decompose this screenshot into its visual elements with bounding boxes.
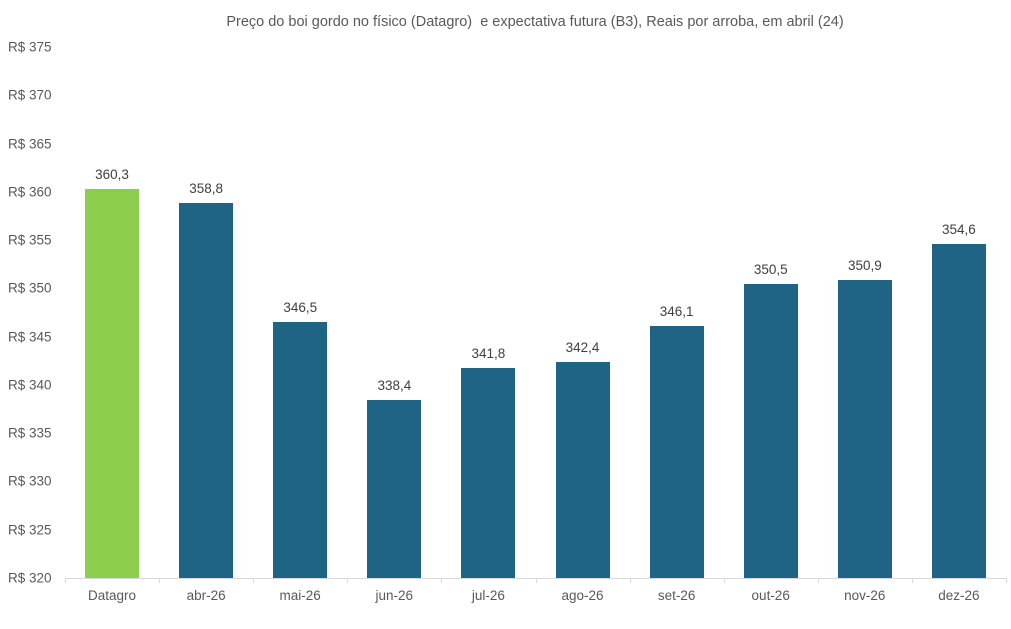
y-tick-label: R$ 370 (8, 87, 52, 103)
x-axis-tick-mark (1006, 578, 1007, 583)
y-tick-label: R$ 340 (8, 377, 52, 393)
bar-value-label: 358,8 (189, 181, 224, 197)
bar-dez-26 (931, 243, 986, 578)
x-tick-label: nov-26 (844, 588, 886, 603)
bar-abr-26 (179, 203, 234, 578)
x-tick-label: dez-26 (938, 588, 980, 603)
bar-value-label: 341,8 (471, 345, 506, 361)
bar-nov-26 (837, 279, 892, 578)
y-tick-label: R$ 325 (8, 522, 52, 538)
x-tick-label: jul-26 (471, 588, 505, 603)
x-axis-tick-mark (817, 578, 819, 583)
bar-value-label: 360,3 (95, 166, 129, 182)
y-tick-label: R$ 350 (8, 280, 52, 296)
bar-jul-26 (461, 367, 516, 578)
bar-value-label: 342,4 (565, 339, 600, 355)
x-tick-label: set-26 (657, 588, 696, 603)
x-axis-tick-mark (629, 578, 631, 583)
bar-out-26 (743, 283, 798, 578)
bar-mai-26 (273, 322, 328, 578)
x-axis-tick-mark (911, 578, 913, 583)
y-tick-label: R$ 330 (8, 473, 52, 489)
x-tick-label: mai-26 (279, 588, 321, 603)
x-tick-label: ago-26 (561, 588, 604, 603)
bar-value-label: 346,5 (283, 300, 318, 316)
bar-value-label: 346,1 (659, 304, 694, 320)
x-axis-tick-mark (253, 578, 255, 583)
bar-value-label: 350,9 (847, 257, 882, 273)
y-tick-label: R$ 320 (8, 570, 52, 586)
bar-value-label: 338,4 (377, 378, 412, 394)
bar-set-26 (649, 326, 704, 578)
x-tick-label: out-26 (751, 588, 790, 603)
x-tick-label: abr-26 (186, 588, 226, 603)
x-axis-tick-mark (535, 578, 537, 583)
bar-ago-26 (555, 361, 610, 578)
x-axis-tick-mark (723, 578, 725, 583)
chart-title: Preço do boi gordo no físico (Datagro) e… (226, 14, 844, 30)
x-axis-tick-mark (159, 578, 161, 583)
bar-jun-26 (367, 400, 422, 578)
y-tick-label: R$ 355 (8, 232, 52, 248)
x-tick-label: Datagro (87, 588, 137, 603)
x-tick-label: jun-26 (375, 588, 414, 603)
bar-value-label: 354,6 (942, 221, 976, 237)
bar-value-label: 350,5 (753, 261, 788, 277)
bar-Datagro (85, 188, 140, 578)
x-axis-tick-mark (65, 578, 66, 583)
y-tick-label: R$ 360 (8, 184, 52, 200)
x-axis-tick-mark (441, 578, 443, 583)
x-axis-tick-mark (347, 578, 349, 583)
y-tick-label: R$ 345 (8, 329, 52, 345)
y-tick-label: R$ 365 (8, 136, 52, 152)
y-tick-label: R$ 335 (8, 425, 52, 441)
y-tick-label: R$ 375 (8, 39, 52, 55)
